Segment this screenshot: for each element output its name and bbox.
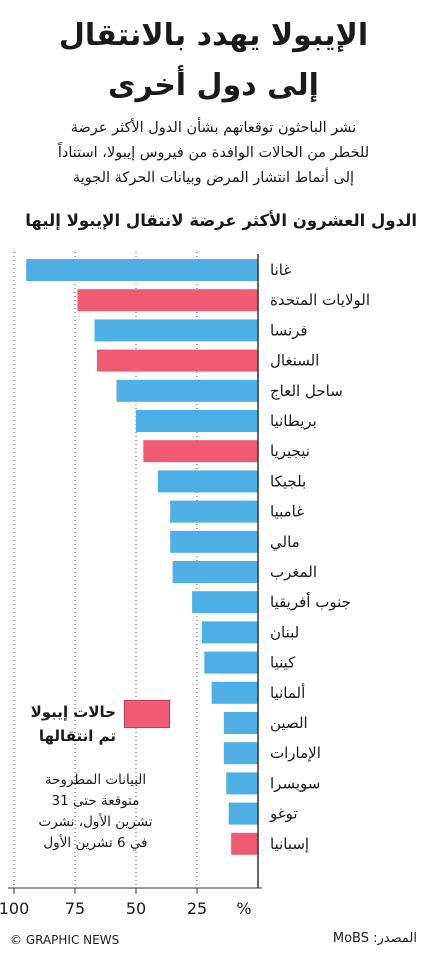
- country-label-4: السنغال: [270, 352, 319, 370]
- country-label-1: غانا: [270, 261, 291, 279]
- country-label-14: كينيا: [270, 654, 296, 672]
- country-label-18: سويسرا: [270, 774, 320, 792]
- bar-6: [136, 410, 258, 432]
- country-label-5: ساحل العاج: [270, 382, 343, 401]
- bar-11: [172, 561, 258, 583]
- tick-label-75: 75: [65, 899, 85, 918]
- subtitle: نشر الباحثون توقعاتهم بشأن الدول الأكثر …: [8, 116, 419, 191]
- bar-chart: غانا الولايات المتحدة فرنسا السنغال ساحل الع…: [0, 252, 370, 918]
- subtitle-line-1: نشر الباحثون توقعاتهم بشأن الدول الأكثر …: [70, 120, 357, 136]
- country-label-3: فرنسا: [270, 321, 308, 339]
- bar-5: [116, 379, 258, 402]
- bar-1: [26, 259, 259, 281]
- country-label-16: الصين: [270, 714, 308, 732]
- note-line-1: البيانات المطروحة: [44, 772, 147, 788]
- subtitle-line-2: للخطر من الحالات الوافدة من فيروس إيبولا…: [57, 145, 370, 161]
- title-line-1: الإيبولا يهدد بالانتقال: [58, 18, 369, 53]
- bar-20: [231, 832, 258, 855]
- bar-18: [226, 772, 258, 795]
- tick-label-25: 25: [187, 899, 207, 918]
- bar-17: [223, 742, 258, 765]
- bar-8: [157, 470, 258, 493]
- bar-9: [170, 500, 258, 523]
- bar-4: [96, 349, 259, 372]
- bar-19: [228, 802, 258, 825]
- note-line-2: متوقعة حتى 31: [51, 793, 140, 809]
- country-label-2: الولايات المتحدة: [270, 291, 370, 309]
- country-label-6: بريطانيا: [270, 412, 317, 430]
- country-label-10: مالي: [270, 533, 300, 552]
- legend-label: حالات إيبولا تم انتقالها: [6, 700, 116, 748]
- country-label-13: لبنان: [270, 623, 299, 641]
- country-label-17: الإمارات: [270, 744, 321, 762]
- legend-swatch-imported: [124, 700, 170, 728]
- country-label-20: إسبانيا: [270, 835, 309, 853]
- note-line-3: تشرين الأول، نشرت: [38, 814, 153, 830]
- subtitle-line-3: إلى أنماط انتشار المرض وبيانات الحركة ال…: [72, 170, 355, 186]
- bar-15: [211, 681, 258, 704]
- bar-12: [192, 591, 258, 614]
- bar-13: [201, 621, 258, 644]
- country-label-19: توغو: [269, 805, 298, 823]
- bar-10: [170, 530, 258, 553]
- bar-2: [77, 289, 258, 312]
- data-note: البيانات المطروحة متوقعة حتى 31 تشرين ال…: [8, 770, 183, 854]
- country-label-9: غامبيا: [270, 503, 304, 521]
- legend-label-line-2: تم انتقالها: [38, 727, 116, 745]
- axis-unit-label: %: [236, 899, 251, 918]
- bar-3: [94, 319, 259, 342]
- bar-7: [143, 440, 258, 463]
- title-line-2: إلى دول أخرى: [108, 68, 319, 103]
- bar-14: [204, 651, 258, 674]
- legend-label-line-1: حالات إيبولا: [30, 703, 116, 721]
- tick-label-100: 100: [0, 899, 29, 918]
- chart-heading: الدول العشرون الأكثر عرضة لانتقال الإيبو…: [25, 211, 417, 230]
- country-label-7: نيجيريا: [270, 442, 310, 460]
- source: المصدر: MoBS: [332, 931, 417, 946]
- credit: © GRAPHIC NEWS: [10, 933, 120, 947]
- country-label-11: المغرب: [270, 563, 317, 581]
- tick-label-50: 50: [126, 899, 146, 918]
- bar-16: [223, 712, 258, 734]
- country-label-8: بلجيكا: [270, 472, 306, 490]
- note-line-4: في 6 تشرين الأول: [43, 835, 148, 851]
- country-label-12: جنوب أفريقيا: [270, 592, 351, 611]
- country-label-15: ألمانيا: [270, 683, 305, 702]
